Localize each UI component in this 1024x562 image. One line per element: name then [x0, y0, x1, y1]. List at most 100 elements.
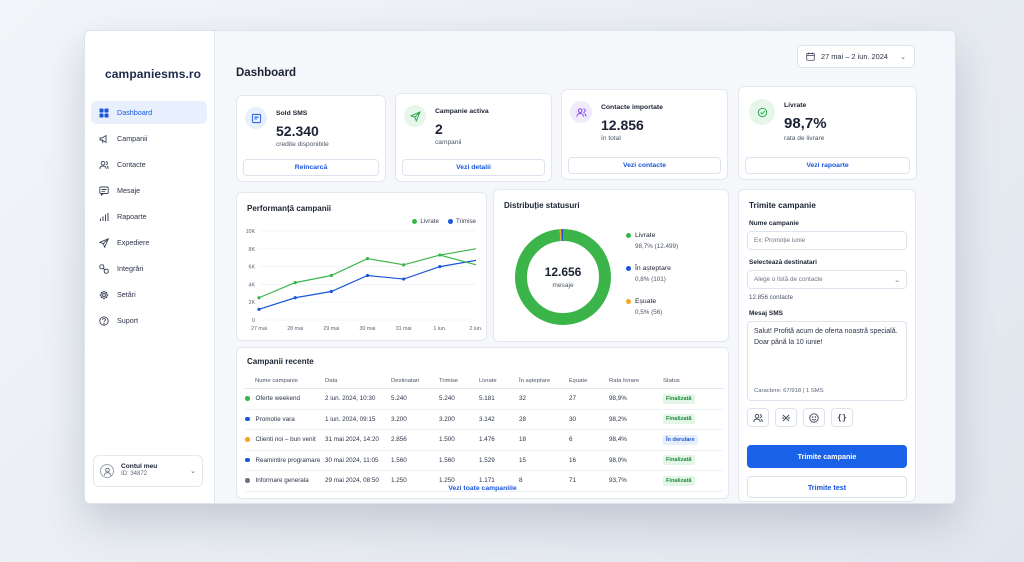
column-header[interactable]: În așteptare [519, 377, 551, 384]
data-point[interactable] [257, 296, 261, 300]
sidebar-item-integrari[interactable]: Integrări [91, 257, 207, 280]
table-row[interactable]: Oferte weekend 2 iun. 2024, 10:30 5.240 5.2… [245, 389, 723, 410]
cell-pending: 15 [519, 456, 527, 464]
sidebar-item-label: Campanii [117, 134, 148, 143]
logo[interactable]: campaniesms.ro [105, 67, 202, 81]
sidebar-item-label: Integrări [117, 264, 144, 273]
column-header[interactable]: Eșuate [569, 377, 588, 384]
table-row[interactable]: Informare generala 29 mai 2024, 08:50 1.25… [245, 471, 723, 492]
table-header: Nume campanie Data Destinatari Trimise Livra… [245, 373, 723, 389]
donut-slice-în-așteptare[interactable] [515, 229, 611, 325]
cell-dest: 1.560 [391, 456, 407, 464]
send-campaign-button[interactable]: Trimite campanie [747, 445, 907, 468]
donut-center-value: 12.656 [544, 265, 582, 279]
performance-chart-card: Performanță campanii Livrate Trimise 0 2K… [236, 192, 487, 341]
sidebar-item-suport[interactable]: Suport [91, 309, 207, 332]
cell-deliv: 3.142 [479, 415, 495, 423]
table-row[interactable]: Promotie vara 1 iun. 2024, 09:15 3.200 3.20… [245, 410, 723, 430]
stat-subtext: rata de livrare [784, 135, 825, 142]
sidebar: campaniesms.ro Dashboard Campanii Contac… [85, 31, 215, 503]
data-point[interactable] [329, 273, 333, 278]
cell-sent: 1.500 [439, 436, 455, 444]
cell-rate: 98,2% [609, 415, 627, 423]
sidebar-item-rapoarte[interactable]: Rapoarte [91, 205, 207, 228]
recipients-label: Selectează destinatari [749, 259, 817, 266]
data-point[interactable] [293, 296, 297, 300]
view-details-button[interactable]: Vezi detalii [402, 159, 545, 176]
insert-code-button[interactable]: {} [831, 408, 853, 427]
campaign-name: Oferte weekend [255, 395, 300, 403]
column-header[interactable]: Livrate [479, 377, 497, 384]
column-header[interactable]: Status [663, 377, 680, 384]
series-line-tail [439, 254, 477, 266]
cell-dest: 2.856 [391, 436, 407, 444]
insert-variable-button[interactable] [775, 408, 797, 427]
status-dot [245, 416, 250, 422]
sms-message-textarea[interactable]: Salut! Profită acum de oferta noastră sp… [747, 321, 907, 401]
cell-rate: 98,4% [609, 436, 627, 444]
data-point[interactable] [293, 281, 297, 285]
section-title: Performanță campanii [247, 204, 332, 213]
x-tick-label: 29 mai [323, 326, 339, 332]
date-range-picker[interactable]: 27 mai – 2 iun. 2024 ⌄ [797, 45, 915, 68]
view-contacts-button[interactable]: Vezi contacte [568, 157, 721, 174]
sidebar-item-expediere[interactable]: Expediere [91, 231, 207, 254]
column-header[interactable]: Nume campanie [255, 377, 298, 384]
column-header[interactable]: Data [325, 377, 338, 384]
sidebar-item-label: Expediere [117, 238, 150, 247]
table-row[interactable]: Clienti noi – bun venit 31 mai 2024, 14:2… [245, 430, 723, 451]
data-point[interactable] [402, 263, 406, 267]
send-icon [99, 237, 109, 248]
data-point[interactable] [329, 289, 333, 294]
donut-legend: Livrate 98,7% (12.499) În așteptare 0,8%… [626, 232, 726, 316]
campaign-name-input[interactable]: Ex: Promoție iunie [747, 231, 907, 250]
send-test-button[interactable]: Trimite test [747, 476, 907, 498]
sidebar-item-mesaje[interactable]: Mesaje [91, 179, 207, 202]
data-point[interactable] [365, 256, 370, 261]
app-window: campaniesms.ro Dashboard Campanii Contac… [84, 30, 956, 504]
sidebar-item-campanii[interactable]: Campanii [91, 127, 207, 150]
recipients-select[interactable]: Alege o listă de contacte ⌄ [747, 270, 907, 289]
sidebar-item-dashboard[interactable]: Dashboard [91, 101, 207, 124]
users-icon [753, 413, 763, 422]
insert-contact-button[interactable] [747, 408, 769, 427]
sidebar-item-label: Contacte [117, 160, 146, 169]
insert-emoji-button[interactable] [803, 408, 825, 427]
x-tick-label: 1 iun. [433, 326, 446, 332]
cell-pending: 28 [519, 415, 527, 423]
view-reports-button[interactable]: Vezi rapoarte [745, 157, 910, 174]
data-point[interactable] [438, 265, 442, 269]
campaign-name: Reamintire programare [255, 456, 321, 464]
variable-icon [782, 414, 790, 421]
sidebar-item-label: Suport [117, 316, 139, 325]
data-point[interactable] [257, 307, 261, 311]
data-point[interactable] [402, 277, 406, 281]
card-icon [245, 107, 267, 129]
sidebar-item-setari[interactable]: Setări [91, 283, 207, 306]
cell-deliv: 1.171 [479, 477, 495, 485]
page-title: Dashboard [236, 67, 297, 79]
cell-date: 29 mai 2024, 08:50 [325, 477, 379, 485]
cell-dest: 1.250 [391, 477, 407, 485]
campaign-name-label: Nume campanie [749, 220, 799, 227]
table-row[interactable]: Reamintire programare 30 mai 2024, 11:05 1… [245, 451, 723, 471]
data-point[interactable] [365, 273, 370, 278]
account-menu[interactable]: Contul meu ID: 34872 ⌄ [93, 455, 203, 487]
sidebar-item-contacte[interactable]: Contacte [91, 153, 207, 176]
column-header[interactable]: Rata livrare [609, 377, 640, 384]
stat-label: Livrate [784, 102, 807, 109]
y-tick-label: 8K [249, 247, 256, 253]
column-header[interactable]: Destinatari [391, 377, 420, 384]
help-icon [99, 315, 109, 326]
legend-item: Eșuate 0,5% (56) [626, 298, 726, 316]
distribution-card: Distribuție statusuri 12.656 mesaje Livr… [493, 189, 729, 342]
stat-subtext: credite disponibile [276, 141, 329, 148]
recharge-button[interactable]: Reîncarcă [243, 159, 379, 176]
status-badge: Finalizată [663, 455, 695, 466]
column-header[interactable]: Trimise [439, 377, 459, 384]
campaign-name: Promotie vara [255, 415, 295, 423]
stat-label: Campanie activa [435, 108, 489, 115]
view-all-campaigns-link[interactable]: Vezi toate campaniile [448, 485, 517, 492]
stat-card-campanie-activa: Campanie activa 2 campanii Vezi detalii [395, 93, 552, 182]
braces-icon: {} [837, 413, 847, 422]
